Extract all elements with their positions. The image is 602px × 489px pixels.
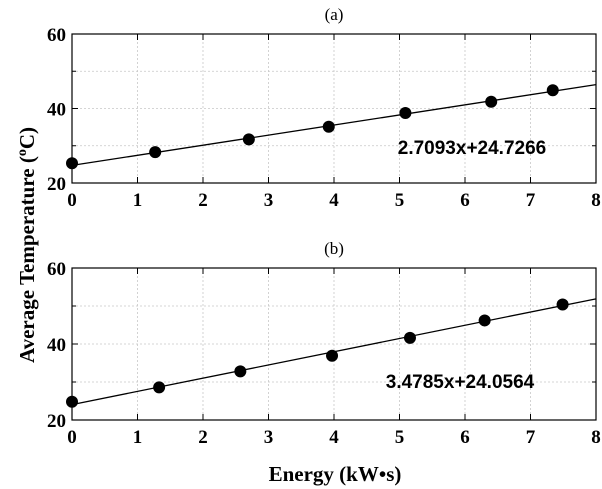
- y-tick-label-b-0: 20: [47, 411, 66, 432]
- x-tick-label-b-7: 7: [526, 427, 536, 448]
- data-point-a-2: [242, 133, 255, 146]
- y-axis-label-main: Average Temperature (: [15, 156, 39, 363]
- x-tick-label-a-6: 6: [460, 190, 470, 211]
- x-tick-label-a-5: 5: [395, 190, 405, 211]
- x-tick-label-a-2: 2: [198, 190, 208, 211]
- data-point-b-0: [66, 395, 78, 408]
- fit-equation-b: 3.4785x+24.0564: [386, 372, 535, 393]
- x-tick-label-a-7: 7: [526, 190, 536, 211]
- y-tick-label-b-2: 60: [47, 259, 66, 280]
- x-tick-label-b-4: 4: [329, 427, 339, 448]
- x-tick-label-b-2: 2: [198, 427, 208, 448]
- panel-a: (a) 0 1 2 3 4 5 6 7 8 20 40 60 2.7093x+24.7266: [47, 5, 601, 211]
- panel-b: (b) 0 1 2 3 4 5 6 7 8 20 40 60 3.4785x+24.0564: [47, 239, 601, 448]
- y-tick-label-b-1: 40: [47, 335, 66, 356]
- x-tick-label-b-1: 1: [133, 427, 143, 448]
- data-point-a-6: [546, 84, 559, 97]
- x-tick-label-a-8: 8: [591, 190, 601, 211]
- panel-label-b: (b): [324, 239, 344, 258]
- x-tick-label-a-1: 1: [133, 190, 143, 211]
- x-tick-label-a-4: 4: [329, 190, 339, 211]
- x-tick-label-a-0: 0: [67, 190, 77, 211]
- y-axis-label-end: C): [15, 127, 39, 149]
- x-tick-label-a-3: 3: [264, 190, 274, 211]
- x-tick-label-b-0: 0: [67, 427, 77, 448]
- y-tick-label-a-1: 40: [47, 100, 66, 121]
- x-tick-label-b-5: 5: [395, 427, 405, 448]
- data-point-a-0: [66, 157, 78, 170]
- panel-label-a: (a): [325, 5, 344, 24]
- y-axis-label-superscript: o: [15, 149, 30, 156]
- y-tick-label-a-0: 20: [47, 174, 66, 195]
- data-point-b-2: [234, 365, 247, 378]
- y-tick-label-a-2: 60: [47, 25, 66, 46]
- x-tick-label-b-6: 6: [460, 427, 470, 448]
- data-point-b-4: [403, 331, 416, 344]
- x-axis-label: Energy (kW•s): [269, 462, 402, 486]
- data-point-a-4: [399, 106, 412, 119]
- data-point-a-3: [322, 120, 335, 133]
- data-point-b-5: [478, 314, 491, 327]
- data-point-b-6: [556, 298, 569, 311]
- x-tick-label-b-3: 3: [264, 427, 274, 448]
- data-point-b-1: [153, 381, 166, 394]
- data-point-b-3: [326, 349, 339, 362]
- x-tick-label-b-8: 8: [591, 427, 601, 448]
- data-point-a-1: [149, 146, 162, 159]
- data-point-a-5: [485, 95, 498, 108]
- y-axis-label: Average Temperature (oC): [15, 127, 39, 363]
- fit-equation-a: 2.7093x+24.7266: [398, 138, 546, 159]
